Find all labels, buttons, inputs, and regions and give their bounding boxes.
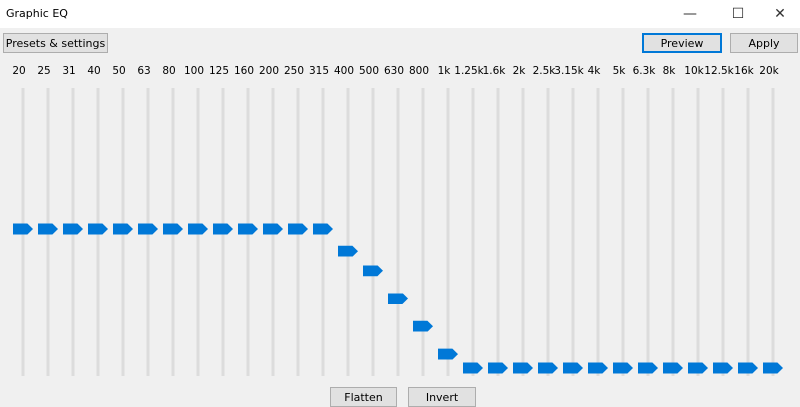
slider-thumb[interactable] bbox=[588, 362, 608, 374]
slider-thumb[interactable] bbox=[763, 362, 783, 374]
slider-track[interactable] bbox=[521, 88, 525, 376]
slider-thumb[interactable] bbox=[713, 362, 733, 374]
band-label: 10k bbox=[684, 65, 704, 77]
band-label: 31 bbox=[62, 65, 76, 77]
maximize-icon[interactable]: ☐ bbox=[731, 6, 745, 22]
band-label: 200 bbox=[258, 65, 280, 77]
preview-button[interactable]: Preview bbox=[642, 33, 722, 53]
slider-thumb[interactable] bbox=[288, 223, 308, 235]
band-label: 16k bbox=[734, 65, 754, 77]
slider-thumb[interactable] bbox=[413, 320, 433, 332]
slider-thumb[interactable] bbox=[138, 223, 158, 235]
band-label: 160 bbox=[233, 65, 255, 77]
slider-thumb[interactable] bbox=[638, 362, 658, 374]
slider-thumb[interactable] bbox=[313, 223, 333, 235]
band-label: 125 bbox=[208, 65, 230, 77]
band-label: 1.6k bbox=[482, 65, 506, 77]
slider-thumb[interactable] bbox=[538, 362, 558, 374]
slider-track[interactable] bbox=[621, 88, 625, 376]
slider-thumb[interactable] bbox=[263, 223, 283, 235]
band-label: 630 bbox=[383, 65, 405, 77]
slider-thumb[interactable] bbox=[88, 223, 108, 235]
band-label: 1.25k bbox=[454, 65, 484, 77]
close-icon[interactable]: ✕ bbox=[774, 6, 786, 22]
slider-track[interactable] bbox=[471, 88, 475, 376]
band-label: 2.5k bbox=[532, 65, 556, 77]
slider-track[interactable] bbox=[421, 88, 425, 376]
slider-track[interactable] bbox=[446, 88, 450, 376]
band-label: 3.15k bbox=[554, 65, 584, 77]
slider-track[interactable] bbox=[771, 88, 775, 376]
slider-track[interactable] bbox=[721, 88, 725, 376]
slider-thumb[interactable] bbox=[563, 362, 583, 374]
band-label: 1k bbox=[437, 65, 451, 77]
band-label: 800 bbox=[408, 65, 430, 77]
band-label: 63 bbox=[137, 65, 151, 77]
slider-track[interactable] bbox=[746, 88, 750, 376]
band-label: 20 bbox=[12, 65, 26, 77]
band-label: 50 bbox=[112, 65, 126, 77]
apply-button[interactable]: Apply bbox=[730, 33, 798, 53]
slider-thumb[interactable] bbox=[513, 362, 533, 374]
slider-track[interactable] bbox=[646, 88, 650, 376]
band-label: 80 bbox=[162, 65, 176, 77]
slider-track[interactable] bbox=[346, 88, 350, 376]
slider-thumb[interactable] bbox=[238, 223, 258, 235]
slider-track[interactable] bbox=[671, 88, 675, 376]
slider-thumb[interactable] bbox=[613, 362, 633, 374]
slider-thumb[interactable] bbox=[188, 223, 208, 235]
band-label: 12.5k bbox=[704, 65, 734, 77]
band-label: 2k bbox=[512, 65, 526, 77]
band-label: 20k bbox=[759, 65, 779, 77]
flatten-button[interactable]: Flatten bbox=[330, 387, 397, 407]
slider-thumb[interactable] bbox=[63, 223, 83, 235]
presets-settings-button[interactable]: Presets & settings bbox=[3, 33, 108, 53]
slider-thumb[interactable] bbox=[113, 223, 133, 235]
slider-track[interactable] bbox=[396, 88, 400, 376]
band-label: 6.3k bbox=[632, 65, 656, 77]
slider-thumb[interactable] bbox=[438, 348, 458, 360]
title-bar: Graphic EQ — ☐ ✕ bbox=[0, 0, 800, 28]
slider-thumb[interactable] bbox=[488, 362, 508, 374]
slider-thumb[interactable] bbox=[13, 223, 33, 235]
slider-thumb[interactable] bbox=[338, 245, 358, 257]
slider-track[interactable] bbox=[571, 88, 575, 376]
band-label: 400 bbox=[333, 65, 355, 77]
slider-thumb[interactable] bbox=[363, 265, 383, 277]
slider-thumb[interactable] bbox=[738, 362, 758, 374]
band-label: 4k bbox=[587, 65, 601, 77]
minimize-icon[interactable]: — bbox=[683, 6, 697, 22]
slider-thumb[interactable] bbox=[663, 362, 683, 374]
band-label: 315 bbox=[308, 65, 330, 77]
slider-thumb[interactable] bbox=[688, 362, 708, 374]
band-label: 40 bbox=[87, 65, 101, 77]
band-label: 25 bbox=[37, 65, 51, 77]
band-label: 250 bbox=[283, 65, 305, 77]
band-label: 8k bbox=[662, 65, 676, 77]
band-label: 5k bbox=[612, 65, 626, 77]
slider-thumb[interactable] bbox=[38, 223, 58, 235]
slider-track[interactable] bbox=[546, 88, 550, 376]
slider-track[interactable] bbox=[696, 88, 700, 376]
slider-track[interactable] bbox=[596, 88, 600, 376]
window-title: Graphic EQ bbox=[6, 7, 68, 20]
slider-thumb[interactable] bbox=[388, 293, 408, 304]
band-label: 100 bbox=[183, 65, 205, 77]
slider-track[interactable] bbox=[371, 88, 375, 376]
slider-track[interactable] bbox=[496, 88, 500, 376]
slider-thumb[interactable] bbox=[463, 362, 483, 374]
invert-button[interactable]: Invert bbox=[408, 387, 476, 407]
slider-thumb[interactable] bbox=[163, 223, 183, 235]
slider-thumb[interactable] bbox=[213, 223, 233, 235]
band-label: 500 bbox=[358, 65, 380, 77]
